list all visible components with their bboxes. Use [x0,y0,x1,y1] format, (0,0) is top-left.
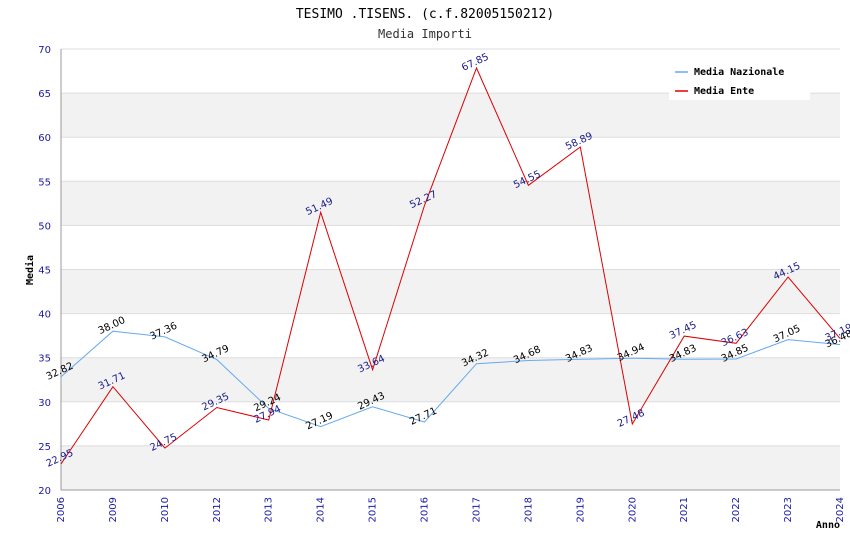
y-tick-65: 65 [38,89,51,100]
series-lines [60,66,841,465]
legend-box [669,60,810,100]
band-40 [61,269,840,314]
x-axis-label: Anno [816,520,840,531]
y-tick-55: 55 [38,177,51,188]
x-tick-2010: 2010 [160,497,171,522]
x-tick-2012: 2012 [212,497,223,522]
x-tick-2024: 2024 [835,497,846,522]
y-tick-60: 60 [38,133,51,144]
chart-subtitle: Media Importi [378,27,472,41]
chart-title: TESIMO .TISENS. (c.f.82005150212) [296,7,554,22]
legend-label-media-ente: Media Ente [694,85,754,97]
x-tick-2020: 2020 [627,497,638,522]
x-tick-labels: 2006 2009 2010 2012 2013 2014 2015 2016 2017 2018… [56,497,846,522]
data-label-media-nazionale-2009: 38.00 [97,315,128,337]
x-tick-2017: 2017 [471,497,482,522]
y-tick-30: 30 [38,398,51,409]
background-bands [61,93,840,490]
y-tick-25: 25 [38,442,51,453]
x-tick-2009: 2009 [108,497,119,522]
x-tick-2022: 2022 [731,497,742,522]
legend-label-media-nazionale: Media Nazionale [694,66,784,78]
x-tick-2013: 2013 [264,497,275,522]
x-tick-2014: 2014 [316,497,327,522]
series-line-media-ente [60,66,841,465]
band-20 [61,445,840,490]
gridlines [61,48,840,491]
data-label-media-nazionale-2023: 37.05 [772,323,803,345]
y-tick-70: 70 [38,45,51,56]
x-tick-2015: 2015 [368,497,379,522]
data-label-media-ente-2020: 27.48 [616,408,647,430]
y-tick-45: 45 [38,266,51,277]
x-tick-2016: 2016 [420,497,431,522]
y-axis-label: Media [24,255,36,285]
y-tick-40: 40 [38,310,51,321]
data-label-media-nazionale-2014: 27.19 [304,410,335,432]
y-tick-20: 20 [38,486,51,497]
series-line-media-nazionale [60,330,841,428]
x-tick-2019: 2019 [575,497,586,522]
x-tick-2018: 2018 [523,497,534,522]
y-tick-labels: 20 25 30 35 40 45 50 55 60 65 70 [38,45,51,497]
x-tick-2006: 2006 [56,497,67,522]
legend: Media Nazionale Media Ente [669,60,810,100]
band-50 [61,181,840,226]
x-tick-2021: 2021 [679,497,690,522]
band-60 [61,93,840,138]
y-tick-50: 50 [38,221,51,232]
y-tick-35: 35 [38,354,51,365]
data-label-media-nazionale-2016: 27.71 [408,406,439,428]
band-30 [61,357,840,402]
axes [60,49,840,491]
data-label-media-nazionale-2010: 37.36 [149,321,180,343]
x-tick-2023: 2023 [783,497,794,522]
